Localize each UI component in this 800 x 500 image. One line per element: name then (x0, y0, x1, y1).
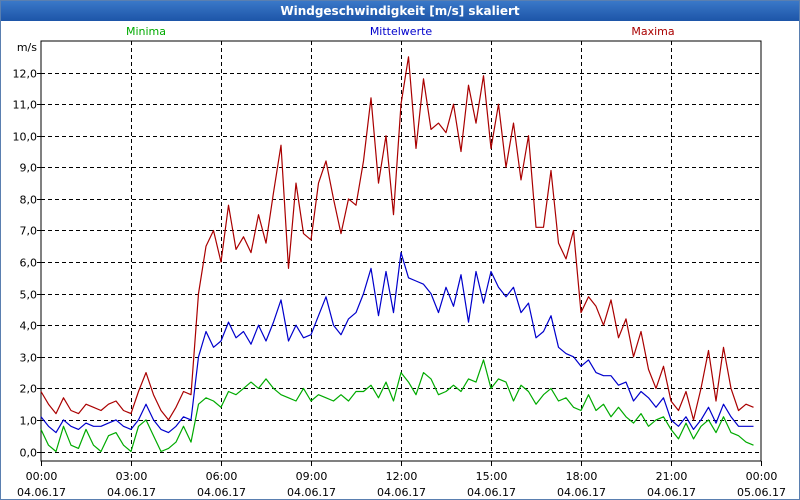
y-tick-label: 7,0 (20, 225, 38, 238)
x-tick-date: 04.06.17 (377, 486, 426, 499)
series-line-minima (40, 359, 754, 453)
y-tick-label: 2,0 (20, 383, 38, 396)
x-tick-date: 04.06.17 (197, 486, 246, 499)
x-tick-date: 04.06.17 (17, 486, 66, 499)
series-line-maxima (40, 56, 754, 421)
x-tick-time: 06:00 (206, 470, 238, 483)
x-tick-time: 00:00 (746, 470, 778, 483)
y-tick-label: 0,0 (20, 447, 38, 460)
y-tick-label: 3,0 (20, 352, 38, 365)
x-tick-date: 04.06.17 (287, 486, 336, 499)
y-tick-label: 5,0 (20, 289, 38, 302)
x-tick-date: 04.06.17 (557, 486, 606, 499)
window-title: Windgeschwindigkeit [m/s] skaliert (1, 1, 799, 21)
y-tick-label: 12,0 (13, 68, 38, 81)
y-tick-label: 6,0 (20, 257, 38, 270)
x-tick-time: 09:00 (296, 470, 328, 483)
x-tick-date: 04.06.17 (107, 486, 156, 499)
y-tick-label: 4,0 (20, 320, 38, 333)
x-tick-time: 03:00 (116, 470, 148, 483)
x-tick-time: 00:00 (26, 470, 58, 483)
y-tick-label: 8,0 (20, 194, 38, 207)
legend-maxima: Maxima (631, 25, 674, 38)
y-tick-label: 11,0 (13, 99, 38, 112)
x-tick-time: 12:00 (386, 470, 418, 483)
x-tick-time: 15:00 (476, 470, 508, 483)
x-tick-time: 21:00 (656, 470, 688, 483)
legend-minima: Minima (126, 25, 166, 38)
x-tick-date: 05.06.17 (737, 486, 786, 499)
y-tick-label: 1,0 (20, 415, 38, 428)
y-axis-unit: m/s (17, 41, 37, 54)
y-tick-label: 10,0 (13, 131, 38, 144)
x-tick-date: 04.06.17 (467, 486, 516, 499)
x-tick-time: 18:00 (566, 470, 598, 483)
y-tick-label: 9,0 (20, 162, 38, 175)
series-line-mittelwerte (40, 252, 754, 434)
legend-mittelwerte: Mittelwerte (370, 25, 433, 38)
x-tick-date: 04.06.17 (647, 486, 696, 499)
